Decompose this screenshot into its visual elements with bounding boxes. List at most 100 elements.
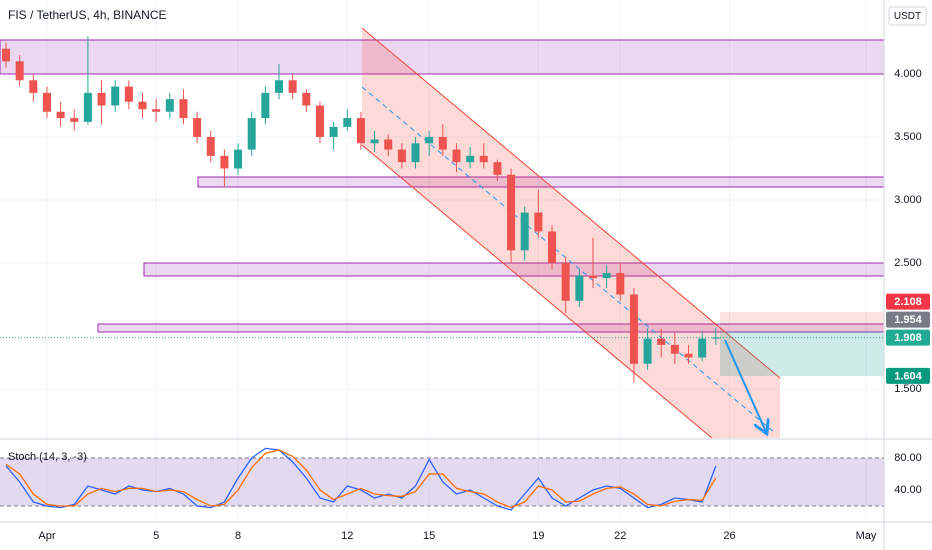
zone xyxy=(0,39,884,75)
price-tag-label: 2.108 xyxy=(894,296,922,308)
channel xyxy=(362,28,780,438)
y-tick-label: 3.500 xyxy=(894,131,922,143)
candle-body xyxy=(438,136,447,150)
candle-body xyxy=(152,109,161,112)
y-tick-label: 80.00 xyxy=(894,452,922,464)
axes: 1.500 2.500 3.000 3.500 4.000 Apr 5 8 12 15 19 22 26… xyxy=(38,68,930,542)
x-tick-label: Apr xyxy=(38,530,55,542)
stoch-band xyxy=(0,458,884,506)
y-tick-label: 3.000 xyxy=(894,194,922,206)
x-tick-label: 26 xyxy=(723,530,735,542)
zone xyxy=(143,262,884,277)
x-tick-label: 15 xyxy=(423,530,435,542)
candle-body xyxy=(588,275,597,279)
candle-body xyxy=(466,155,475,163)
x-tick-label: 5 xyxy=(153,530,159,542)
candle-body xyxy=(165,99,174,112)
stop-zone xyxy=(720,312,884,331)
candle-body xyxy=(193,118,202,137)
channel-line xyxy=(361,144,713,438)
candle-body xyxy=(670,344,679,354)
candle-body xyxy=(234,149,243,169)
candle-body xyxy=(452,149,461,163)
candle-body xyxy=(534,212,543,232)
candle-body xyxy=(602,273,611,279)
channel-line xyxy=(361,27,781,379)
y-tick-label: 2.500 xyxy=(894,257,922,269)
candle-body xyxy=(2,48,11,62)
candle-body xyxy=(179,99,188,119)
candle-body xyxy=(370,139,379,144)
currency: USDT xyxy=(894,11,921,22)
candle-body xyxy=(261,92,270,119)
candle-body xyxy=(206,136,215,156)
candle-body xyxy=(329,126,338,137)
candle-body xyxy=(548,231,557,263)
x-tick-label: 22 xyxy=(614,530,626,542)
candle-body xyxy=(384,139,393,150)
y-tick-label: 40.00 xyxy=(894,484,922,496)
currency-box[interactable] xyxy=(888,6,927,26)
candle-body xyxy=(479,155,488,163)
candle-body xyxy=(56,111,65,119)
price-tag xyxy=(886,311,930,328)
drawings xyxy=(0,27,884,438)
candle-body xyxy=(315,105,324,137)
candle-body xyxy=(220,155,229,169)
candle-body xyxy=(575,275,584,301)
x-tick-label: 19 xyxy=(532,530,544,542)
stoch-line xyxy=(5,447,717,511)
stoch xyxy=(0,447,884,511)
candle-body xyxy=(302,92,311,106)
price-tag-label: 1.954 xyxy=(894,314,922,326)
candle-body xyxy=(83,92,92,122)
candle-body xyxy=(15,61,24,81)
zone xyxy=(97,323,884,333)
indicator-title: Stoch (14, 3, -3) xyxy=(8,451,87,463)
candle-body xyxy=(616,273,625,295)
candle-body xyxy=(684,353,693,358)
candle-body xyxy=(493,162,502,175)
candle-body xyxy=(643,338,652,364)
candle-body xyxy=(411,143,420,163)
candle-body xyxy=(343,118,352,127)
candle-body xyxy=(97,92,106,106)
price-tag xyxy=(886,293,930,310)
candle-body xyxy=(29,80,38,93)
x-tick-label: 12 xyxy=(341,530,353,542)
price-tag xyxy=(886,329,930,346)
candle-body xyxy=(711,337,720,339)
x-tick-label: May xyxy=(856,530,877,542)
candle-body xyxy=(70,118,79,122)
candle-body xyxy=(629,294,638,364)
price-tag-label: 1.604 xyxy=(894,370,922,382)
candle-body xyxy=(247,118,256,150)
candle-body xyxy=(397,149,406,163)
candle-body xyxy=(698,338,707,358)
candle-body xyxy=(507,174,516,251)
price-tag xyxy=(886,367,930,384)
target-zone xyxy=(720,331,884,376)
candle-body xyxy=(42,92,51,112)
stoch-line xyxy=(5,449,717,509)
candle-body xyxy=(425,136,434,144)
candle-body xyxy=(288,80,297,93)
x-tick-label: 8 xyxy=(235,530,241,542)
candles xyxy=(2,36,720,383)
candle-body xyxy=(138,101,147,110)
candle-body xyxy=(124,86,133,102)
candle-body xyxy=(520,212,529,251)
price-tag-label: 1.908 xyxy=(894,332,922,344)
candle-body xyxy=(356,118,365,144)
arrow xyxy=(724,339,766,432)
candle-body xyxy=(657,338,666,345)
candle-body xyxy=(561,262,570,301)
y-tick-label: 1.500 xyxy=(894,383,922,395)
y-tick-label: 4.000 xyxy=(894,68,922,80)
candle-body xyxy=(275,80,284,93)
candle-body xyxy=(111,86,120,106)
zone xyxy=(197,176,884,188)
chart-title: FIS / TetherUS, 4h, BINANCE xyxy=(8,8,167,22)
